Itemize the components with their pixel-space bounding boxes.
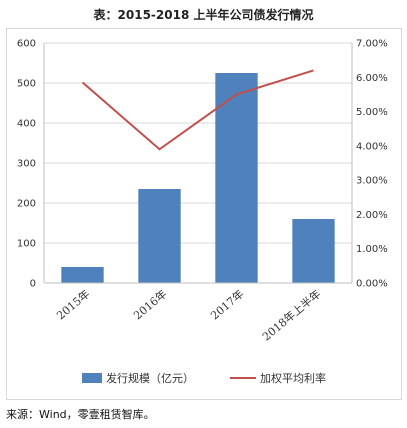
- chart-frame: [6, 28, 402, 400]
- y-right-tick-label: 3.00%: [356, 176, 388, 187]
- chart-title: 表：2015-2018 上半年公司债发行情况: [93, 8, 314, 22]
- legend: 发行规模（亿元） 加权平均利率: [82, 371, 326, 385]
- y-right-tick-label: 5.00%: [356, 107, 388, 118]
- y-right-tick-label: 7.00%: [356, 39, 388, 50]
- y-left-tick-label: 200: [17, 199, 36, 210]
- bar: [215, 73, 258, 283]
- legend-label-bar: 发行规模（亿元）: [106, 371, 194, 385]
- y-left-tick-label: 500: [17, 79, 36, 90]
- bar-series: [61, 73, 335, 283]
- legend-swatch-bar: [82, 373, 102, 383]
- y-right-tick-label: 6.00%: [356, 73, 388, 84]
- x-tick-label: 2016年: [131, 287, 170, 323]
- y-left-tick-label: 100: [17, 239, 36, 250]
- y-right-tick-label: 0.00%: [356, 279, 388, 290]
- line-series-path: [81, 69, 314, 151]
- y-left-tick-label: 0: [30, 279, 36, 290]
- y-left-tick-label: 600: [17, 39, 36, 50]
- y-right-tick-label: 2.00%: [356, 210, 388, 221]
- bar: [61, 267, 104, 283]
- x-tick-label: 2017年: [208, 287, 247, 323]
- bar: [138, 189, 181, 283]
- bar: [292, 219, 335, 283]
- x-tick-label: 2015年: [54, 287, 93, 323]
- y-right-tick-label: 1.00%: [356, 244, 388, 255]
- y-left-tick-label: 300: [17, 159, 36, 170]
- x-tick-label: 2018年上半年: [259, 287, 323, 344]
- legend-label-line: 加权平均利率: [260, 371, 326, 385]
- y-right-tick-label: 4.00%: [356, 141, 388, 152]
- source-note: 来源：Wind，零壹租赁智库。: [6, 408, 155, 421]
- line-series: [81, 69, 314, 151]
- axes: 0 100 200 300 400 500 600 0.00% 1.00% 2.00% 3.00% 4…: [17, 39, 388, 344]
- y-left-tick-label: 400: [17, 119, 36, 130]
